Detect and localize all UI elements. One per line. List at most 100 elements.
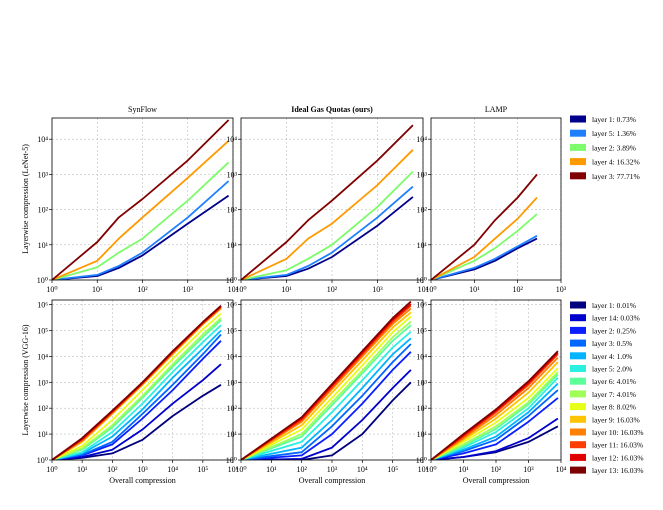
x-tick-label: 10⁰ [46,285,57,294]
legend-label: layer 8: 8.02% [592,403,636,412]
x-tick-label: 10² [491,465,502,474]
x-tick-label: 10³ [327,465,338,474]
series-line-2 [431,235,538,280]
x-tick-label: 10³ [183,285,194,294]
legend-label: layer 14: 0.03% [592,314,640,323]
series-group [52,305,222,460]
legend-label: layer 5: 1.36% [592,129,636,138]
series-line-11 [241,307,412,460]
y-tick-label: 10⁰ [416,456,427,465]
x-tick-label: 10⁰ [425,465,436,474]
y-tick-label: 10⁵ [37,326,48,335]
legend-swatch [570,390,586,398]
series-line-2 [241,369,412,460]
y-tick-label: 10¹ [38,241,49,250]
legend-swatch [570,428,586,436]
x-tick-label: 10¹ [92,285,103,294]
series-line-5 [431,382,559,460]
series-line-5 [431,173,538,280]
series-line-5 [52,329,222,460]
series-line-14 [52,305,222,460]
y-tick-label: 10³ [227,170,238,179]
y-tick-label: 10¹ [417,430,428,439]
series-line-2 [52,363,222,460]
x-tick-label: 10⁶ [228,465,239,474]
series-line-12 [241,305,412,460]
series-group [241,124,414,280]
x-tick-label: 10² [137,285,148,294]
x-tick-label: 10⁴ [228,285,239,294]
y-tick-label: 10⁰ [416,276,427,285]
panel-3: 10⁰ 10¹ 10² 10³ 10⁰ 10¹ 10² 10³ 10⁴ LAMP [416,105,567,294]
series-line-3 [241,170,414,280]
legend-label: layer 11: 16.03% [592,441,643,450]
legend-swatch [570,453,586,461]
series-line-1 [52,194,230,280]
series-line-10 [431,361,559,460]
x-tick-label: 10¹ [458,465,469,474]
y-tick-label: 10¹ [227,241,238,250]
legend-swatch [570,403,586,411]
series-line-1 [431,237,538,280]
panel-title: SynFlow [128,105,157,114]
x-tick-label: 10⁶ [418,465,429,474]
series-group [52,119,230,280]
panel-6: 10⁰ 10¹ 10² 10³ 10⁴ 10⁰ 10¹ 10² 10³ 10⁴ 10⁵ 10⁶ Over… [416,299,567,485]
series-line-2 [431,417,559,460]
series-line-5 [52,119,230,280]
series-line-7 [52,319,222,460]
series-line-6 [52,324,222,460]
x-tick-label: 10² [327,285,338,294]
series-group [241,300,412,460]
y-tick-label: 10⁴ [226,135,237,144]
y-tick-label: 10⁵ [416,326,427,335]
y-tick-label: 10⁵ [226,326,237,335]
legend-label: layer 3: 77.71% [592,172,640,181]
y-tick-label: 10⁶ [416,301,427,310]
y-tick-label: 10⁴ [416,352,427,361]
series-line-8 [52,317,222,460]
y-tick-label: 10³ [417,170,428,179]
series-line-14 [241,300,412,460]
x-tick-label: 10³ [372,285,383,294]
x-tick-label: 10³ [137,465,148,474]
x-axis-label: Overall compression [109,476,175,485]
x-tick-label: 10¹ [266,465,277,474]
series-line-2 [241,185,414,280]
legend-label: layer 9: 16.03% [592,415,640,424]
panel-1: 10⁰ 10¹ 10² 10³ 10⁴10⁰10¹10²10³10⁴SynFlowLay… [21,105,239,294]
series-line-8 [431,371,559,460]
legend-swatch [570,441,586,449]
y-tick-label: 10² [38,404,49,413]
series-line-4 [431,196,538,280]
x-tick-label: 10² [512,285,523,294]
series-line-4 [52,333,222,460]
x-axis-label: Overall compression [299,476,365,485]
legend-swatch [570,352,586,360]
series-line-2 [52,180,230,280]
legend-label: layer 2: 3.89% [592,143,636,152]
plot-frame [430,117,562,281]
x-tick-label: 10⁴ [357,465,368,474]
y-axis-label: Layerwise compression (VGG-16) [21,324,30,435]
series-line-14 [431,350,559,460]
panel-title: LAMP [485,105,508,114]
y-tick-label: 10⁴ [416,135,427,144]
legend-bottom: layer 1: 0.01% layer 14: 0.03% layer 2: 0.… [570,301,643,475]
series-line-1 [241,196,414,280]
y-tick-label: 10¹ [38,430,49,439]
panel-title: Ideal Gas Quotas (ours) [291,105,373,114]
series-line-4 [52,140,230,280]
series-line-5 [241,337,412,460]
y-tick-label: 10⁰ [37,456,48,465]
x-tick-label: 10¹ [281,285,292,294]
y-tick-label: 10² [38,206,49,215]
legend-top: layer 1: 0.73% layer 5: 1.36% layer 2: 3.8… [570,115,640,181]
y-tick-label: 10² [417,404,428,413]
series-line-6 [241,331,412,460]
y-tick-label: 10³ [38,170,49,179]
series-line-6 [431,377,559,460]
series-line-7 [241,324,412,460]
series-line-3 [431,213,538,280]
x-tick-label: 10¹ [77,465,88,474]
